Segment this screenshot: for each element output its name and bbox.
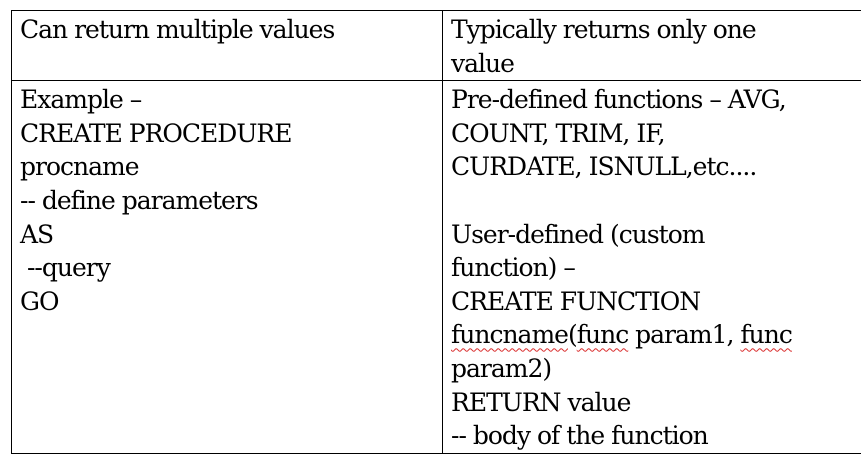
procedure-line-4: -- define parameters bbox=[20, 185, 259, 215]
procedure-line-6: --query bbox=[20, 253, 111, 283]
procedure-line-7: GO bbox=[20, 286, 59, 316]
procedure-line-3: procname bbox=[20, 152, 140, 182]
procedure-line-5: AS bbox=[20, 219, 54, 249]
body-cell-function: Pre-defined functions – AVG, COUNT, TRIM… bbox=[442, 80, 861, 454]
procedure-line-1: Example – bbox=[20, 85, 142, 115]
body-cell-procedure: Example – CREATE PROCEDURE procname -- d… bbox=[11, 80, 443, 454]
signature-open-paren: ( bbox=[567, 320, 578, 350]
function-signature-continuation: param2) bbox=[451, 353, 552, 383]
header-left-text: Can return multiple values bbox=[20, 15, 335, 44]
table-header-row: Can return multiple values Typically ret… bbox=[11, 9, 861, 82]
userdefined-line-1: User-defined (custom bbox=[451, 219, 705, 249]
tail-line-1: RETURN value bbox=[451, 387, 631, 417]
blank-line bbox=[451, 184, 861, 218]
tail-line-2: -- body of the function bbox=[451, 421, 709, 451]
function-signature-line: funcname(func param1, func bbox=[451, 318, 861, 352]
procedure-line-2: CREATE PROCEDURE bbox=[20, 118, 292, 148]
userdefined-line-2: function) – bbox=[451, 253, 576, 283]
predefined-line-1: Pre-defined functions – AVG, bbox=[451, 85, 787, 115]
misspelled-word-func-2: func bbox=[740, 320, 792, 350]
predefined-line-3: CURDATE, ISNULL,etc.... bbox=[451, 152, 757, 182]
header-right-line-2: value bbox=[451, 48, 515, 78]
header-cell-function: Typically returns only one value bbox=[442, 9, 861, 82]
comparison-table: Can return multiple values Typically ret… bbox=[11, 9, 861, 454]
predefined-line-2: COUNT, TRIM, IF, bbox=[451, 118, 666, 148]
header-right-line-1: Typically returns only one bbox=[451, 15, 757, 44]
header-cell-procedure: Can return multiple values bbox=[11, 9, 443, 82]
misspelled-word-funcname: funcname bbox=[451, 320, 569, 350]
table-body-row: Example – CREATE PROCEDURE procname -- d… bbox=[11, 80, 861, 454]
userdefined-line-3: CREATE FUNCTION bbox=[451, 286, 701, 316]
signature-param1: param1, bbox=[628, 320, 741, 350]
misspelled-word-func-1: func bbox=[576, 320, 629, 350]
